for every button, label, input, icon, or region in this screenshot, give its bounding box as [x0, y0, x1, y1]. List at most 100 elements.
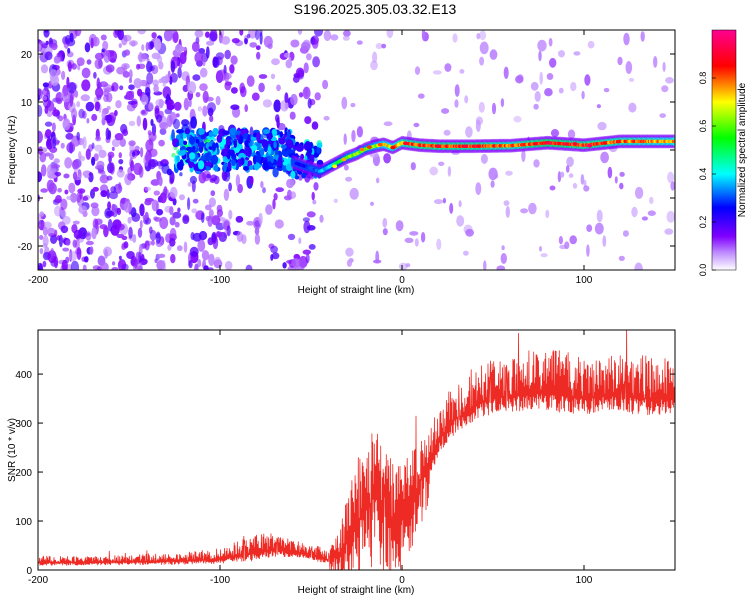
spectrogram-blob [528, 202, 537, 215]
spectrogram-x-tick-label: 100 [576, 275, 593, 286]
spectrogram-blob [558, 236, 564, 245]
spectrogram-blob [255, 45, 261, 51]
spectrogram-x-tick-label: -100 [210, 275, 230, 286]
spectrogram-blob [628, 102, 637, 113]
spectrogram-blob [174, 101, 182, 111]
spectrogram-blob [124, 173, 132, 186]
spectrogram-blob [122, 128, 129, 137]
spectrogram-blob [102, 40, 109, 51]
spectrogram-blob [444, 63, 452, 72]
snr-y-tick-label: 200 [15, 468, 32, 479]
spectrogram-blob [254, 163, 261, 169]
spectrogram-blob [558, 50, 565, 58]
spectrogram-blob [50, 43, 58, 49]
colorbar-tick-label: 0.8 [698, 72, 708, 85]
spectrogram-blob [39, 235, 44, 240]
spectrogram-blob [153, 190, 160, 196]
spectrogram-blob [198, 128, 205, 136]
spectrogram-blob [68, 182, 76, 194]
spectrogram-blob [159, 192, 167, 204]
spectrogram-blob [175, 113, 180, 118]
spectrogram-blob [530, 81, 539, 91]
spectrogram-blob [619, 182, 624, 190]
spectrogram-blob [65, 133, 74, 140]
spectrogram-blob [247, 134, 251, 144]
spectrogram-blob [198, 172, 207, 184]
spectrogram-blob [61, 70, 66, 80]
spectrogram-blob [181, 119, 190, 127]
spectrogram-blob [56, 110, 60, 119]
spectrogram-blob [154, 38, 162, 51]
spectrogram-blob [94, 144, 103, 152]
spectrogram-blob [373, 259, 382, 264]
snr-x-tick-label: -100 [210, 575, 230, 586]
spectrogram-blob [42, 226, 48, 236]
spectrogram-blob [382, 217, 388, 228]
spectrogram-blob [249, 42, 257, 48]
spectrogram-blob [230, 55, 238, 65]
spectrogram-blob [154, 217, 162, 222]
spectrogram-blob [533, 159, 540, 168]
spectrogram-blob [140, 147, 144, 158]
spectrogram-blob [479, 56, 485, 66]
spectrogram-blob [202, 105, 208, 117]
spectrogram-blob [46, 179, 55, 192]
spectrogram-blob [602, 235, 607, 247]
spectrogram-blob [244, 104, 248, 113]
spectrogram-blob [90, 188, 95, 199]
spectrogram-blob [343, 133, 347, 145]
spectrogram-blob [180, 134, 184, 140]
spectrogram-blob [91, 206, 100, 217]
spectrogram-blob [118, 159, 124, 165]
spectrogram-blob [70, 192, 78, 203]
spectrogram-blob [105, 64, 115, 73]
spectrogram-blob [295, 144, 304, 152]
spectrogram-blob [64, 157, 73, 169]
spectrogram-blob [664, 228, 674, 235]
spectrogram-blob [280, 137, 286, 145]
spectrogram-blob [63, 173, 70, 179]
spectrogram-blob [116, 223, 125, 231]
ridge-peak [403, 141, 409, 146]
spectrogram-blob [545, 209, 550, 219]
spectrogram-blob [169, 206, 174, 216]
spectrogram-blob [42, 235, 49, 247]
spectrogram-blob [479, 41, 489, 55]
spectrogram-blob [57, 188, 62, 193]
spectrogram-blob [119, 138, 127, 147]
spectrogram-blob [155, 231, 161, 244]
spectrogram-blob [100, 34, 107, 41]
spectrogram-blob [603, 87, 610, 93]
spectrogram-blob [583, 185, 590, 192]
spectrogram-blob [343, 30, 351, 37]
spectrogram-blob [188, 260, 193, 269]
spectrogram-blob [458, 200, 462, 208]
spectrogram-blob [558, 87, 564, 94]
spectrogram-blob [312, 39, 319, 49]
spectrogram-blob [70, 260, 80, 270]
colorbar-label: Normalized spectral amplitude [737, 82, 748, 217]
spectrogram-blob [79, 155, 86, 162]
spectrogram-blob [38, 43, 42, 51]
spectrogram-blob [71, 159, 80, 170]
spectrogram-blob [137, 88, 143, 97]
spectrogram-blob [252, 154, 257, 165]
spectrogram-blob [136, 63, 141, 70]
spectrogram-blob [115, 100, 122, 109]
spectrogram-blob [79, 189, 83, 200]
spectrogram-blob [71, 108, 78, 120]
spectrogram-blob [229, 127, 238, 136]
spectrogram-blob [432, 70, 442, 75]
spectrogram-blob [61, 95, 71, 103]
spectrogram-blob [289, 191, 297, 199]
spectrogram-blob [60, 209, 67, 218]
spectrogram-blob [207, 107, 214, 117]
spectrogram-blob [224, 260, 233, 270]
spectrogram-blob [209, 115, 214, 123]
spectrogram-blob [109, 191, 118, 200]
spectrogram-blob [192, 74, 201, 81]
spectrogram-blob [279, 131, 284, 138]
spectrogram-blob [246, 75, 255, 87]
spectrogram-blob [197, 106, 203, 112]
spectrogram-blob [670, 181, 675, 191]
